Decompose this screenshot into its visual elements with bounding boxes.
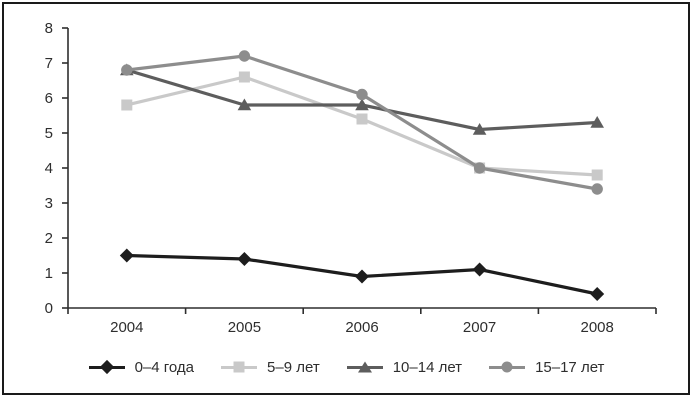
circle-marker-icon (489, 359, 526, 375)
y-axis-tick-label: 0 (45, 300, 53, 317)
series-0-diamond-marker (119, 248, 134, 263)
y-axis-tick-label: 1 (45, 265, 53, 282)
x-axis-tick-label: 2007 (463, 319, 496, 336)
triangle-shape (357, 361, 372, 373)
legend-item-0-4: 0–4 года (88, 358, 195, 376)
x-axis-tick-label: 2008 (581, 319, 614, 336)
y-axis-tick-label: 4 (45, 160, 53, 177)
legend-item-10-14: 10–14 лет (346, 358, 463, 376)
series-3-circle-marker (356, 88, 368, 101)
series-3-circle-marker (473, 162, 486, 174)
x-axis-tick-label: 2006 (345, 319, 378, 336)
x-axis-tick-label: 2005 (228, 319, 261, 336)
series-3-circle-marker (591, 183, 603, 195)
line-chart-svg: 0 1 2 3 4 5 6 7 8 2004 2005 2006 2007 2008 (45, 20, 657, 336)
legend-item-15-17: 15–17 лет (489, 359, 604, 376)
circle-shape (501, 361, 513, 373)
legend-label: 5–9 лет (267, 358, 320, 376)
series-0-diamond-marker (590, 287, 605, 301)
y-axis-tick-label: 7 (45, 55, 53, 72)
legend-label: 0–4 года (134, 358, 195, 376)
legend-label: 15–17 лет (535, 358, 605, 376)
series-1-square-marker (238, 71, 250, 83)
series-2-triangle-marker (237, 98, 252, 111)
series-0-diamond-marker (355, 269, 369, 284)
y-axis-tick-label: 8 (45, 20, 53, 37)
legend-item-5-9: 5–9 лет (221, 359, 320, 376)
series-1-square-marker (591, 169, 603, 181)
x-axis-tick-label: 2004 (110, 319, 143, 336)
diamond-shape (99, 359, 114, 375)
y-axis-tick-label: 2 (45, 230, 53, 247)
square-shape (233, 361, 245, 373)
square-marker-icon (221, 359, 258, 375)
chart-legend: 0–4 года 5–9 лет 10–14 лет 15–17 лет (0, 350, 693, 384)
y-axis-tick-label: 5 (45, 125, 53, 142)
series-1-square-marker (356, 113, 368, 125)
series-0-diamond-marker (472, 262, 487, 277)
series-0-diamond-marker (237, 252, 252, 266)
series-1-square-marker (121, 99, 133, 111)
diamond-marker-icon (88, 359, 125, 375)
y-axis-tick-label: 3 (45, 195, 53, 212)
series-2-triangle-marker (355, 98, 369, 111)
series-2-triangle-marker (472, 123, 487, 135)
figure-border-frame (2, 2, 690, 395)
triangle-marker-icon (346, 359, 383, 375)
series-3-circle-marker (121, 64, 133, 76)
series-2-triangle-marker (590, 116, 604, 128)
series-3-circle-marker (238, 50, 251, 62)
y-axis-tick-label: 6 (45, 90, 53, 107)
legend-label: 10–14 лет (392, 358, 463, 376)
